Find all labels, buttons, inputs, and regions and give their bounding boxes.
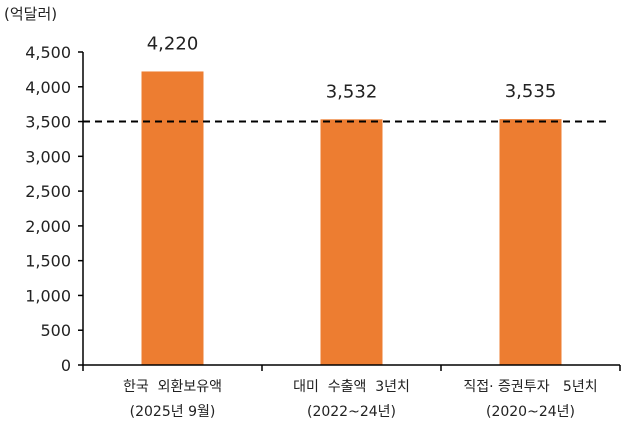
data-label: 4,220 — [147, 33, 199, 54]
bars-group — [141, 71, 562, 366]
category-label-line2: (2020~24년) — [486, 404, 575, 420]
y-tick-label: 1,500 — [25, 252, 71, 271]
category-label-line1: 한국 외환보유액 — [123, 379, 222, 395]
y-tick-label: 2,000 — [25, 217, 71, 236]
bar — [499, 119, 562, 365]
bar — [320, 119, 383, 366]
y-tick-label: 2,500 — [25, 182, 71, 201]
bar — [141, 71, 204, 365]
y-tick-label: 0 — [61, 356, 71, 375]
axes-group — [82, 52, 621, 371]
category-labels-group: 한국 외환보유액 (2025년 9월) 대미 수출액 3년치 (2022~24년) 직접… — [123, 379, 598, 420]
y-tick-label: 4,500 — [25, 43, 71, 62]
y-tick-label: 3,000 — [25, 147, 71, 166]
category-label-line1: 대미 수출액 3년치 — [293, 379, 410, 395]
y-tick-label: 500 — [40, 321, 71, 340]
data-label: 3,535 — [505, 81, 557, 102]
y-tick-label: 1,000 — [25, 286, 71, 305]
y-axis-ticks: 0 500 1,000 1,500 2,000 2,500 3,000 3,500 4,000 4… — [25, 43, 83, 375]
category-label-line2: (2025년 9월) — [130, 404, 216, 420]
category-label-line2: (2022~24년) — [307, 404, 396, 420]
data-labels-group: 4,220 3,532 3,535 — [147, 33, 557, 102]
y-tick-label: 3,500 — [25, 113, 71, 132]
data-label: 3,532 — [326, 81, 378, 102]
y-tick-label: 4,000 — [25, 78, 71, 97]
category-label-line1: 직접· 증권투자 5년치 — [463, 379, 597, 395]
y-axis-unit-label: (억달러) — [4, 5, 57, 23]
